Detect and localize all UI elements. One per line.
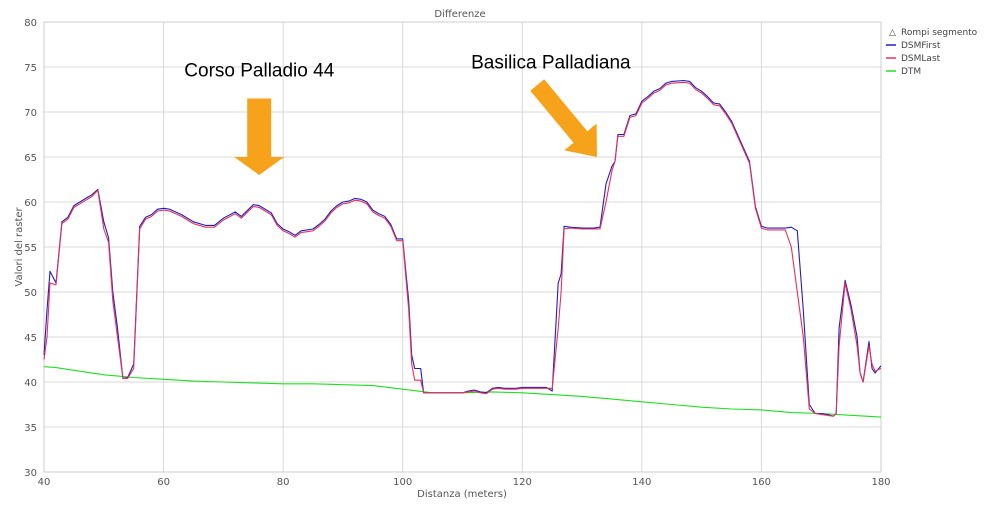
y-tick-label: 80 — [24, 18, 37, 29]
legend: △ Rompi segmento DSMFirst DSMLast DTM — [886, 28, 978, 77]
legend-label: DSMFirst — [901, 41, 941, 51]
plot-frame — [43, 21, 882, 473]
annotation-label: Basilica Palladiana — [471, 53, 631, 74]
x-tick-label: 100 — [393, 477, 412, 488]
annotations: Corso Palladio 44 Basilica Palladiana — [184, 53, 631, 175]
y-tick-label: 40 — [24, 378, 37, 389]
legend-break-icon: △ — [889, 28, 896, 38]
series-line-dtm — [43, 366, 882, 418]
tick-labels: 40 60 80 100 120 140 160 180 30 35 40 45 50 55 60 65 70 7… — [24, 18, 890, 488]
grid — [43, 21, 882, 473]
series-group — [43, 79, 882, 418]
y-tick-label: 75 — [24, 63, 37, 74]
x-axis-title: Distanza (meters) — [417, 489, 507, 500]
x-tick-label: 60 — [157, 477, 170, 488]
legend-label: DTM — [901, 67, 921, 77]
x-tick-label: 160 — [752, 477, 771, 488]
series-line-dsmlast — [43, 81, 882, 417]
y-tick-label: 50 — [24, 288, 37, 299]
x-tick-label: 140 — [632, 477, 651, 488]
y-tick-label: 30 — [24, 468, 37, 479]
series-line-dsmfirst — [43, 79, 882, 417]
x-tick-label: 180 — [871, 477, 890, 488]
legend-header: Rompi segmento — [901, 28, 978, 38]
y-tick-label: 60 — [24, 198, 37, 209]
chart-title: Differenze — [434, 9, 485, 20]
y-tick-label: 65 — [24, 153, 37, 164]
y-tick-label: 55 — [24, 243, 37, 254]
x-tick-label: 40 — [38, 477, 51, 488]
annotation-label: Corso Palladio 44 — [184, 61, 334, 82]
arrow-diagonal-icon — [530, 79, 597, 157]
x-tick-label: 80 — [277, 477, 290, 488]
y-tick-label: 70 — [24, 108, 37, 119]
y-tick-label: 45 — [24, 333, 37, 344]
arrow-down-icon — [234, 98, 285, 175]
y-axis-title: Valori del raster — [14, 206, 25, 286]
legend-label: DSMLast — [901, 54, 941, 64]
x-tick-label: 120 — [513, 477, 532, 488]
y-tick-label: 35 — [24, 423, 37, 434]
